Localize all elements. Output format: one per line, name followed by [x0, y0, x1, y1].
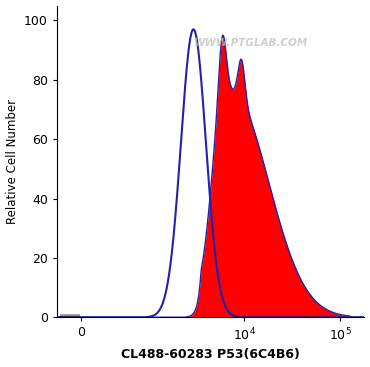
Text: WWW.PTGLAB.COM: WWW.PTGLAB.COM [194, 38, 308, 48]
X-axis label: CL488-60283 P53(6C4B6): CL488-60283 P53(6C4B6) [121, 348, 300, 361]
Y-axis label: Relative Cell Number: Relative Cell Number [6, 99, 18, 224]
